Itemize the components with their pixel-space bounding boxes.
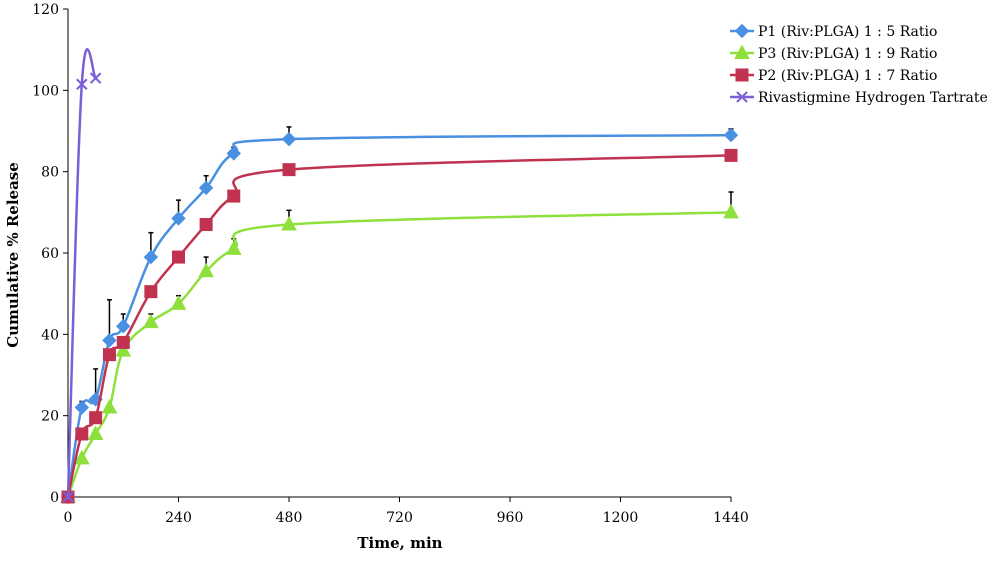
y-tick-label: 60 [41,246,59,262]
data-series [60,48,739,505]
x-tick-label: 240 [165,510,192,526]
data-point [101,398,118,414]
marker-stroke [76,78,88,90]
data-point [198,180,214,196]
data-point [102,348,116,362]
data-point [227,189,241,203]
data-point [89,411,103,425]
data-point [281,131,297,147]
data-point [116,335,130,349]
data-point [143,313,159,329]
data-point [723,127,739,143]
legend-label: P3 (Riv:PLGA) 1 : 9 Ratio [758,46,937,62]
series-line [66,133,732,498]
data-point [75,427,89,441]
x-tick-label: 720 [386,510,413,526]
y-tick-label: 80 [41,165,59,181]
data-point [143,249,159,265]
x-tick-label: 1440 [713,510,749,526]
data-point [62,491,74,503]
data-point [282,163,296,177]
y-tick-label: 100 [32,83,59,99]
x-axis-title: Time, min [357,534,442,552]
marker-stroke [89,72,102,84]
axes [63,8,732,502]
series-line [66,48,97,498]
data-point [225,240,242,255]
series-3 [61,148,738,504]
data-point [115,342,132,357]
marker-stroke [736,91,748,103]
data-point [87,425,104,440]
data-point [724,148,738,162]
legend: P1 (Riv:PLGA) 1 : 5 Ratio P3 (Riv:PLGA) 1… [730,23,988,106]
data-point [171,211,186,226]
legend-item-4: Rivastigmine Hydrogen Tartrate [730,90,988,106]
legend-item-1: P1 (Riv:PLGA) 1 : 5 Ratio [730,23,937,40]
series-line [66,211,732,498]
data-point [226,146,241,161]
y-tick-label: 120 [32,2,59,18]
legend-marker [735,68,749,82]
y-tick-label: 20 [41,409,59,425]
x-tick-label: 1200 [603,510,639,526]
series-line [66,154,732,498]
series-2 [60,191,739,503]
data-point [102,333,117,348]
legend-item-2: P3 (Riv:PLGA) 1 : 9 Ratio [730,44,937,62]
legend-label: Rivastigmine Hydrogen Tartrate [758,90,988,106]
legend-label: P1 (Riv:PLGA) 1 : 5 Ratio [758,24,937,40]
data-point [170,295,187,310]
legend-label: P2 (Riv:PLGA) 1 : 7 Ratio [758,68,937,84]
data-point [116,318,131,334]
legend-marker [734,44,750,59]
data-point [144,285,158,299]
x-tick-label: 480 [276,510,303,526]
y-tick-label: 0 [50,490,59,506]
data-point [73,449,90,465]
data-point [198,262,214,278]
y-axis-title: Cumulative % Release [4,162,22,348]
x-tick-label: 0 [64,510,73,526]
series-4 [62,48,102,503]
legend-marker [736,91,748,103]
data-point [281,215,297,231]
legend-marker [734,23,750,39]
y-tick-label: 40 [41,327,59,343]
data-point [76,78,88,90]
x-tick-label: 960 [497,510,524,526]
data-point [723,203,739,219]
marker-stroke [62,491,74,503]
data-point [74,400,90,415]
data-point [172,250,185,264]
legend-item-3: P2 (Riv:PLGA) 1 : 7 Ratio [730,68,937,84]
data-point [199,218,213,232]
data-point [89,72,102,84]
